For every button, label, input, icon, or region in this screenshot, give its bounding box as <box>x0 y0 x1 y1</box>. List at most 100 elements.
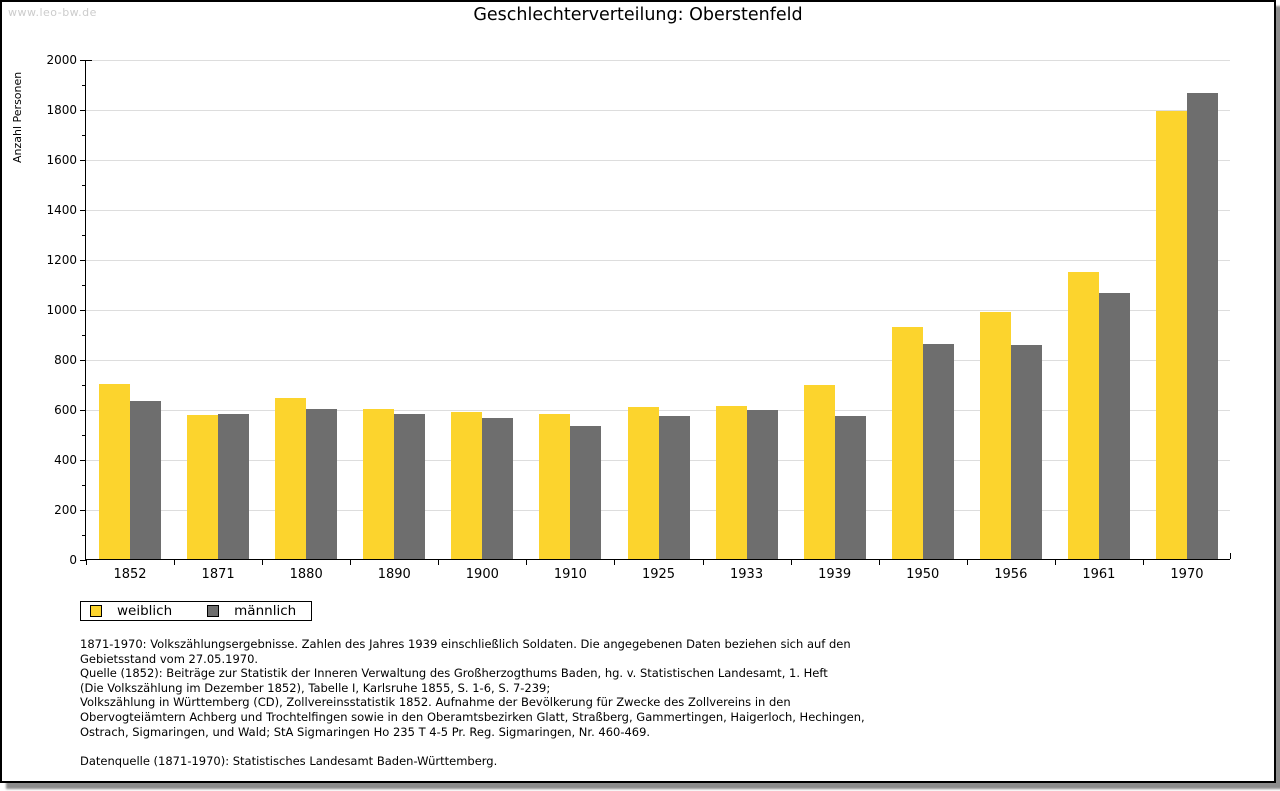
y-axis-tick-label: 1800 <box>46 103 77 117</box>
x-axis-tick-label: 1956 <box>994 567 1028 582</box>
source-note-line: (Die Volkszählung im Dezember 1852), Tab… <box>80 680 551 695</box>
x-axis-tick-label: 1970 <box>1170 567 1204 582</box>
source-notes: 1871-1970: Volkszählungsergebnisse. Zahl… <box>80 637 865 769</box>
x-axis-tick-label: 1925 <box>641 567 676 582</box>
y-axis-minor-tick <box>82 335 86 336</box>
y-axis-endcap <box>86 60 92 61</box>
y-axis-tick-label: 800 <box>54 353 77 367</box>
x-axis-endcap <box>1230 553 1231 559</box>
bar-männlich-1925 <box>658 415 690 559</box>
gridline <box>86 60 1230 61</box>
y-axis-tick <box>80 210 86 211</box>
x-axis-tick-label: 1871 <box>201 567 235 582</box>
x-axis-tick-label: 1939 <box>818 567 852 582</box>
source-note-line: Gebietsstand vom 27.05.1970. <box>80 651 259 666</box>
x-axis-tick-label: 1852 <box>113 567 147 582</box>
gridline <box>86 260 1230 261</box>
bar-weiblich-1939 <box>803 384 835 559</box>
y-axis-tick <box>80 560 86 561</box>
y-axis-minor-tick <box>82 485 86 486</box>
legend-swatch-weiblich <box>90 605 102 617</box>
bar-weiblich-1900 <box>451 412 483 559</box>
gridline <box>86 360 1230 361</box>
y-axis-tick-label: 0 <box>69 553 77 567</box>
gridline <box>86 160 1230 161</box>
source-note-line: Volkszählung in Württemberg (CD), Zollve… <box>80 695 791 710</box>
x-axis-tick <box>614 559 615 565</box>
y-axis-minor-tick <box>82 385 86 386</box>
y-axis-tick-label: 400 <box>54 453 77 467</box>
bar-männlich-1871 <box>218 413 250 559</box>
legend-label-maennlich: männlich <box>234 603 297 619</box>
y-axis-title: Anzahl Personen <box>11 71 24 163</box>
bar-weiblich-1956 <box>979 312 1011 559</box>
x-axis-tick-label: 1910 <box>553 567 587 582</box>
x-axis-tick <box>703 559 704 565</box>
gridline <box>86 110 1230 111</box>
bar-weiblich-1910 <box>539 414 571 559</box>
source-note-line: Obervogteiämtern Achberg und Trochtelfin… <box>80 709 865 724</box>
bar-männlich-1933 <box>746 409 778 559</box>
x-axis-tick <box>350 559 351 565</box>
x-axis-tick <box>174 559 175 565</box>
y-axis-tick-label: 200 <box>54 503 77 517</box>
bar-weiblich-1871 <box>187 415 219 559</box>
bar-männlich-1852 <box>130 401 162 559</box>
x-axis-tick <box>791 559 792 565</box>
source-note-line: Ostrach, Sigmaringen, und Wald; StA Sigm… <box>80 724 651 739</box>
legend: weiblich männlich <box>80 601 313 621</box>
y-axis-tick <box>80 110 86 111</box>
x-axis-tick <box>262 559 263 565</box>
bar-weiblich-1961 <box>1067 272 1099 559</box>
bar-männlich-1961 <box>1098 292 1130 559</box>
y-axis-minor-tick <box>82 435 86 436</box>
gridline <box>86 210 1230 211</box>
y-axis-minor-tick <box>82 85 86 86</box>
x-axis-tick <box>967 559 968 565</box>
bar-weiblich-1880 <box>275 397 307 559</box>
x-axis-tick <box>1055 559 1056 565</box>
y-axis-minor-tick <box>82 235 86 236</box>
gridline <box>86 310 1230 311</box>
bar-männlich-1880 <box>306 408 338 559</box>
data-source-note: Datenquelle (1871-1970): Statistisches L… <box>80 754 498 769</box>
x-axis-tick <box>1143 559 1144 565</box>
bar-weiblich-1852 <box>99 384 131 559</box>
bar-männlich-1970 <box>1186 93 1218 559</box>
bar-männlich-1900 <box>482 417 514 559</box>
y-axis-minor-tick <box>82 535 86 536</box>
chart-title: Geschlechterverteilung: Oberstenfeld <box>473 5 803 25</box>
bar-weiblich-1970 <box>1155 111 1187 559</box>
y-axis-tick <box>80 260 86 261</box>
x-axis-tick-label: 1933 <box>730 567 764 582</box>
x-axis-tick-label: 1880 <box>289 567 323 582</box>
bar-weiblich-1950 <box>891 327 923 559</box>
x-axis-tick <box>526 559 527 565</box>
x-axis-tick <box>879 559 880 565</box>
y-axis-minor-tick <box>82 135 86 136</box>
y-axis-tick <box>80 160 86 161</box>
bar-männlich-1956 <box>1010 344 1042 559</box>
y-axis-tick <box>80 510 86 511</box>
bar-chart-plot-area: 0 200 400 600 800 1000 1200 1400 1600 1800 2000 185… <box>46 53 1231 582</box>
x-axis-tick <box>86 559 87 565</box>
x-axis-tick <box>438 559 439 565</box>
legend-label-weiblich: weiblich <box>117 603 173 619</box>
y-axis-tick-label: 1600 <box>46 153 77 167</box>
y-axis-tick <box>80 410 86 411</box>
x-axis-tick-label: 1961 <box>1082 567 1116 582</box>
bar-männlich-1939 <box>834 415 866 559</box>
bar-weiblich-1933 <box>715 406 747 559</box>
x-axis-tick-label: 1950 <box>906 567 940 582</box>
y-axis-tick-label: 1400 <box>46 203 77 217</box>
y-axis-minor-tick <box>82 285 86 286</box>
legend-swatch-maennlich <box>207 605 220 617</box>
source-note-line: Quelle (1852): Beiträge zur Statistik de… <box>80 666 828 681</box>
y-axis-tick-label: 600 <box>54 403 77 417</box>
x-axis-tick-label: 1900 <box>465 567 499 582</box>
bar-männlich-1910 <box>570 425 602 559</box>
x-axis-tick-label: 1890 <box>377 567 411 582</box>
y-axis-tick <box>80 360 86 361</box>
y-axis-tick <box>80 310 86 311</box>
bar-weiblich-1925 <box>627 407 659 559</box>
